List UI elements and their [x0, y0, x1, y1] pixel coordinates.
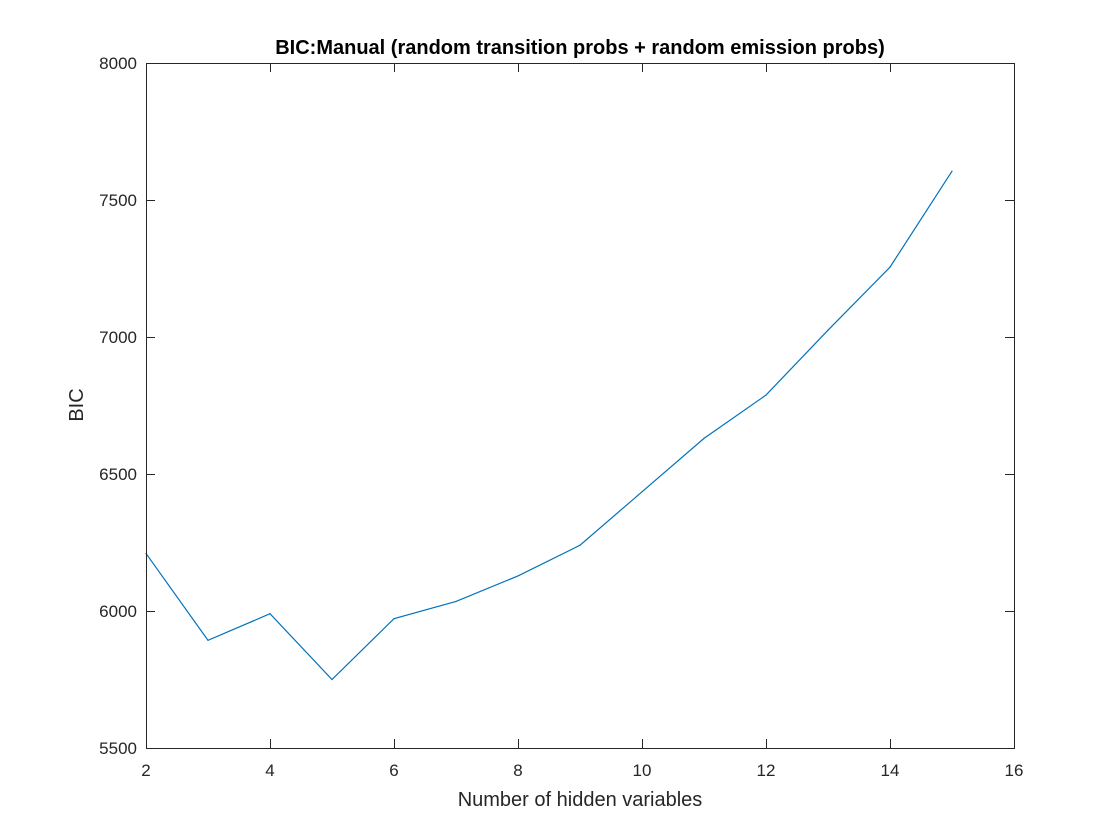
- y-tick-label: 6000: [99, 602, 137, 621]
- y-axis-ticks: 5500 6000 6500 7000 7500 8000: [99, 54, 1014, 758]
- data-point: [455, 600, 457, 603]
- data-point: [765, 394, 767, 396]
- y-axis-label: BIC: [66, 388, 88, 421]
- x-tick-label: 6: [389, 761, 398, 780]
- data-point: [393, 618, 395, 620]
- data-point: [331, 678, 333, 681]
- x-tick-label: 4: [265, 761, 274, 780]
- x-tick-label: 2: [141, 761, 150, 780]
- data-point: [269, 613, 271, 615]
- data-point: [641, 491, 643, 493]
- series-layer: [145, 170, 953, 681]
- y-tick-label: 6500: [99, 465, 137, 484]
- y-tick-label: 7000: [99, 328, 137, 347]
- plot-area: [146, 63, 1014, 748]
- data-point: [579, 544, 581, 546]
- data-point: [827, 329, 829, 331]
- x-tick-label: 12: [757, 761, 776, 780]
- data-point: [951, 170, 953, 172]
- plot-box: [146, 63, 1015, 749]
- x-axis-ticks: 2 4 6 8 10 12 14 16: [141, 63, 1023, 780]
- data-point: [207, 639, 209, 641]
- y-tick-label: 8000: [99, 54, 137, 73]
- data-point: [889, 266, 891, 268]
- x-tick-label: 16: [1005, 761, 1024, 780]
- x-tick-label: 8: [513, 761, 522, 780]
- chart-title: BIC:Manual (random transition probs + ra…: [275, 37, 885, 59]
- data-point: [517, 575, 519, 577]
- x-axis-label: Number of hidden variables: [458, 789, 703, 811]
- y-tick-label: 7500: [99, 191, 137, 210]
- x-tick-label: 10: [633, 761, 652, 780]
- y-tick-label: 5500: [99, 739, 137, 758]
- data-point: [703, 437, 705, 439]
- series-line: [145, 170, 953, 681]
- x-tick-label: 14: [881, 761, 900, 780]
